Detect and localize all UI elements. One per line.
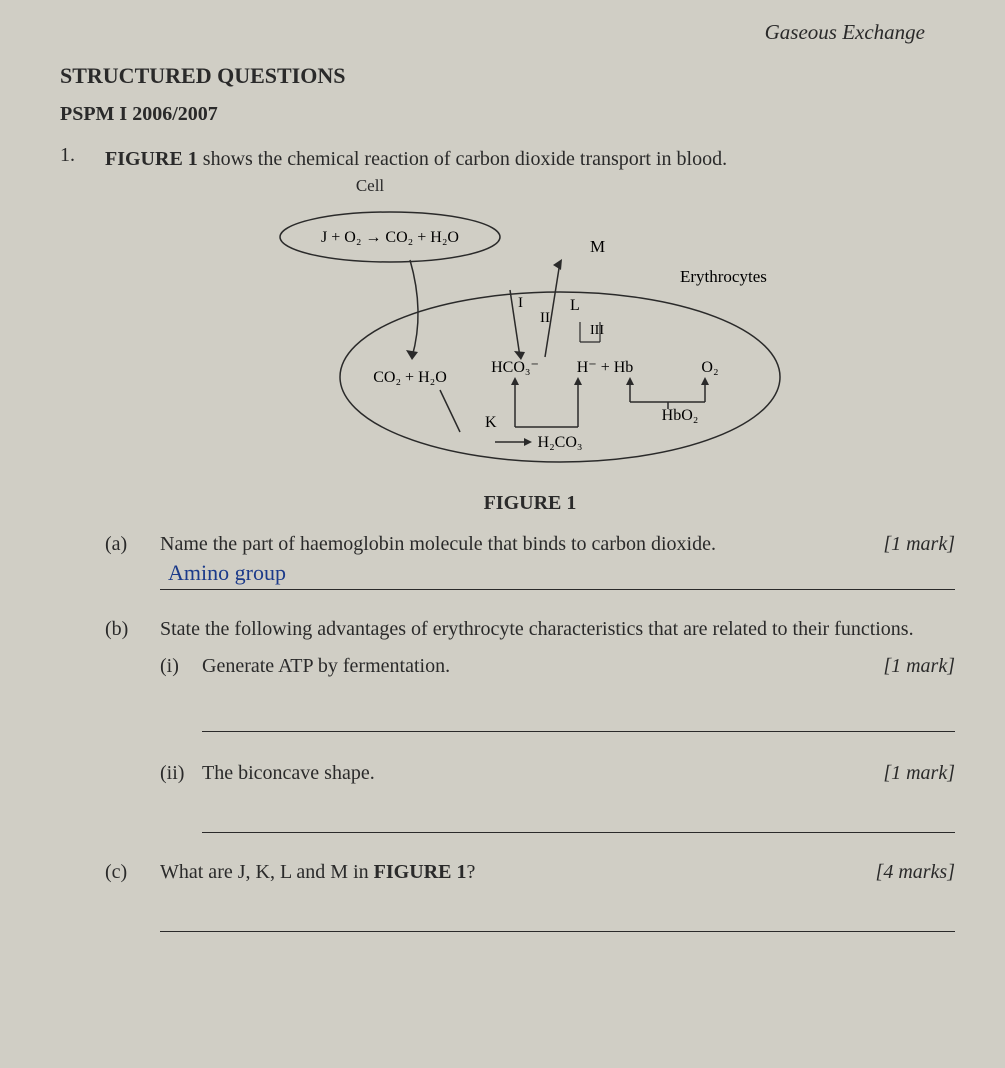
part-a-answer-line[interactable]: Amino group xyxy=(160,560,955,590)
part-a-mark: [1 mark] xyxy=(883,533,955,556)
question-number: 1. xyxy=(60,144,105,942)
cell-reaction-text: J + O₂ → CO₂ + H₂O xyxy=(321,229,459,246)
part-b-text: State the following advantages of erythr… xyxy=(160,618,955,641)
part-c-post: ? xyxy=(466,861,475,883)
part-c-pre: What are J, K, L and M in xyxy=(160,861,374,883)
label-m: M xyxy=(590,237,605,256)
exam-code: PSPM I 2006/2007 xyxy=(60,103,955,126)
topic-header: Gaseous Exchange xyxy=(60,20,955,45)
figure-caption: FIGURE 1 xyxy=(105,492,955,515)
intro-text: shows the chemical reaction of carbon di… xyxy=(198,148,727,170)
part-c-mark: [4 marks] xyxy=(876,861,955,884)
label-l: L xyxy=(570,297,580,314)
h2co3-text: H₂CO₃ xyxy=(538,434,583,451)
part-b-ii-mark: [1 mark] xyxy=(883,762,955,785)
part-c-text: What are J, K, L and M in FIGURE 1? xyxy=(160,861,475,884)
hbo2-text: HbO₂ xyxy=(662,407,699,424)
part-c-figure-ref: FIGURE 1 xyxy=(374,861,467,883)
o2-text: O₂ xyxy=(701,359,718,376)
figure-1: J + O₂ → CO₂ + H₂O CO₂ + H₂O K H₂CO₃ HCO… xyxy=(260,202,800,482)
h-hb-text: H⁻ + Hb xyxy=(577,359,634,376)
label-ii: II xyxy=(540,310,550,326)
part-a-text: Name the part of haemoglobin molecule th… xyxy=(160,533,716,556)
section-title: STRUCTURED QUESTIONS xyxy=(60,63,955,89)
figure-ref: FIGURE 1 xyxy=(105,148,198,170)
part-b-ii-text: The biconcave shape. xyxy=(202,762,375,785)
cell-label: Cell xyxy=(0,176,955,196)
part-b-i-answer-line[interactable] xyxy=(202,702,955,732)
question-intro: FIGURE 1 shows the chemical reaction of … xyxy=(105,144,955,174)
part-b-label: (b) xyxy=(105,618,160,833)
hco3-text: HCO₃⁻ xyxy=(491,359,539,376)
part-b-i-label: (i) xyxy=(160,655,202,732)
part-c-label: (c) xyxy=(105,861,160,932)
part-b-i-mark: [1 mark] xyxy=(883,655,955,678)
label-k: K xyxy=(485,414,497,431)
part-b-ii-answer-line[interactable] xyxy=(202,803,955,833)
part-b-ii-label: (ii) xyxy=(160,762,202,833)
label-i: I xyxy=(518,295,523,311)
label-iii: III xyxy=(590,323,604,338)
part-a-label: (a) xyxy=(105,533,160,590)
co2-h2o-text: CO₂ + H₂O xyxy=(373,369,447,386)
part-c-answer-line-1[interactable] xyxy=(160,902,955,932)
part-b-i-text: Generate ATP by fermentation. xyxy=(202,655,450,678)
erythrocytes-label: Erythrocytes xyxy=(680,267,767,286)
